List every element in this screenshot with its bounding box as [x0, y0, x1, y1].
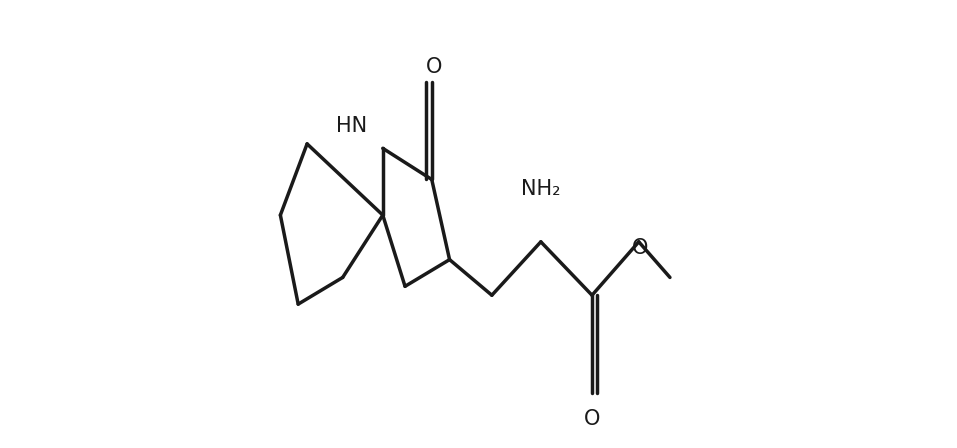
Text: O: O	[426, 57, 442, 77]
Text: NH₂: NH₂	[521, 180, 561, 199]
Text: O: O	[632, 238, 648, 258]
Text: O: O	[584, 409, 600, 429]
Text: HN: HN	[336, 116, 367, 136]
